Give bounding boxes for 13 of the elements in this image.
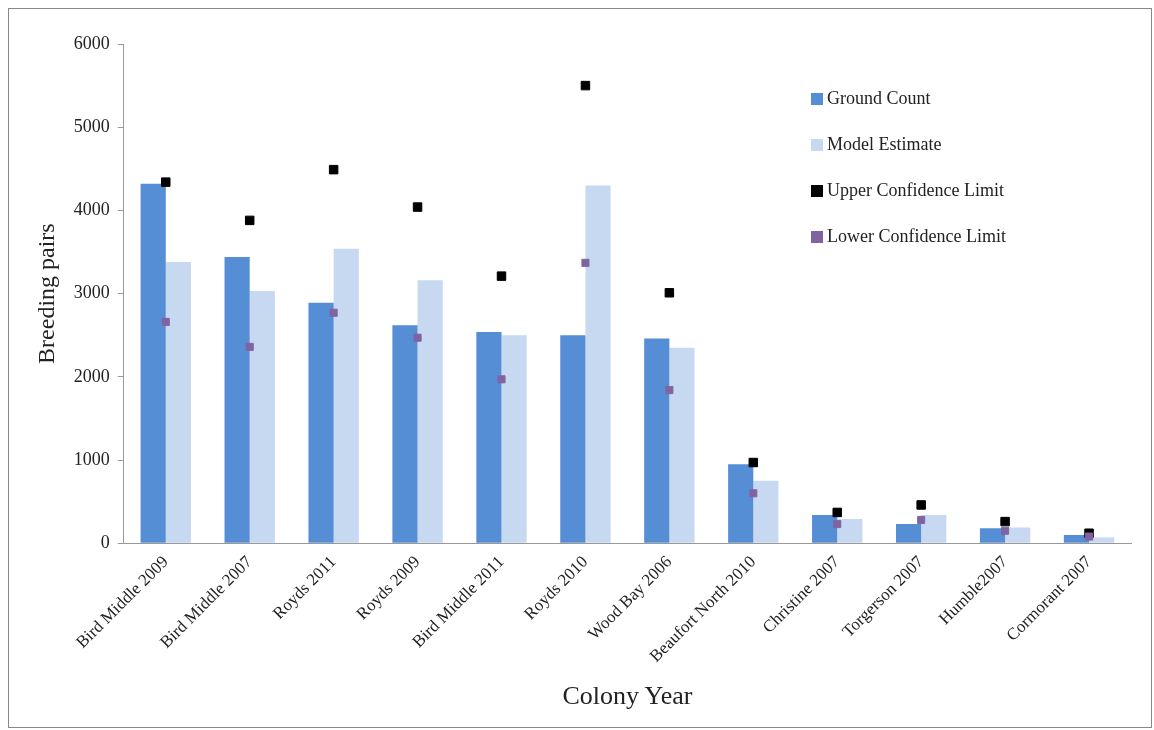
y-tick-label: 2000: [73, 365, 110, 386]
y-tick-label: 6000: [73, 32, 110, 53]
y-tick-label: 3000: [73, 282, 110, 303]
y-tick-label: 0: [100, 531, 110, 552]
y-tick-label: 4000: [73, 199, 110, 220]
y-tick-label: 1000: [73, 448, 110, 469]
y-axis-title: Breeding pairs: [32, 223, 59, 364]
legend-label: Model Estimate: [827, 133, 942, 154]
legend-label: Upper Confidence Limit: [827, 179, 1004, 200]
legend-label: Lower Confidence Limit: [827, 225, 1006, 246]
legend-label: Ground Count: [827, 87, 931, 108]
y-tick-label: 5000: [73, 115, 110, 136]
x-axis-title: Colony Year: [562, 681, 693, 711]
